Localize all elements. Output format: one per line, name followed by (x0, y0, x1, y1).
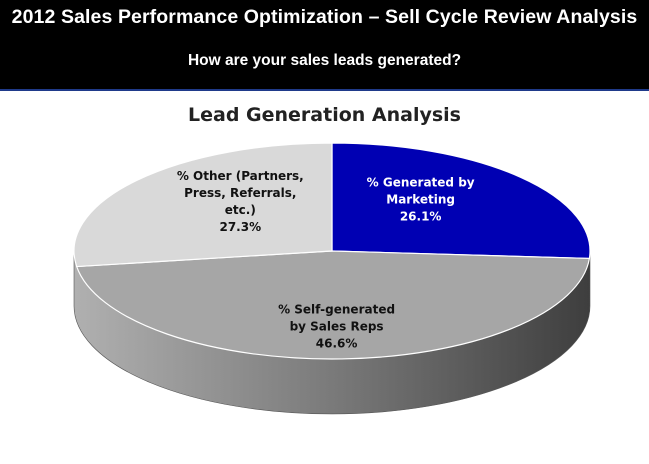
page-title: 2012 Sales Performance Optimization – Se… (11, 6, 638, 28)
slice-label-other: etc.) (225, 203, 256, 217)
slice-value-label-marketing: 26.1% (400, 209, 442, 223)
slice-value-label-self-generated: 46.6% (316, 337, 358, 351)
slice-label-marketing: % Generated by (367, 175, 475, 189)
chart-title: Lead Generation Analysis (188, 104, 461, 126)
slice-value-label-other: 27.3% (219, 220, 261, 234)
slice-label-other: % Other (Partners, (177, 169, 304, 183)
pie-slice-other (73, 142, 333, 268)
pie-slice-marketing (331, 142, 591, 260)
page-subtitle: How are your sales leads generated? (187, 52, 462, 69)
slice-label-self-generated: by Sales Reps (290, 320, 384, 334)
header-banner: 2012 Sales Performance Optimization – Se… (0, 0, 649, 91)
slice-label-other: Press, Referrals, (184, 186, 296, 200)
slice-label-self-generated: % Self-generated (278, 303, 395, 317)
slice-label-marketing: Marketing (386, 192, 455, 206)
pie-slice-self-generated (75, 250, 591, 360)
